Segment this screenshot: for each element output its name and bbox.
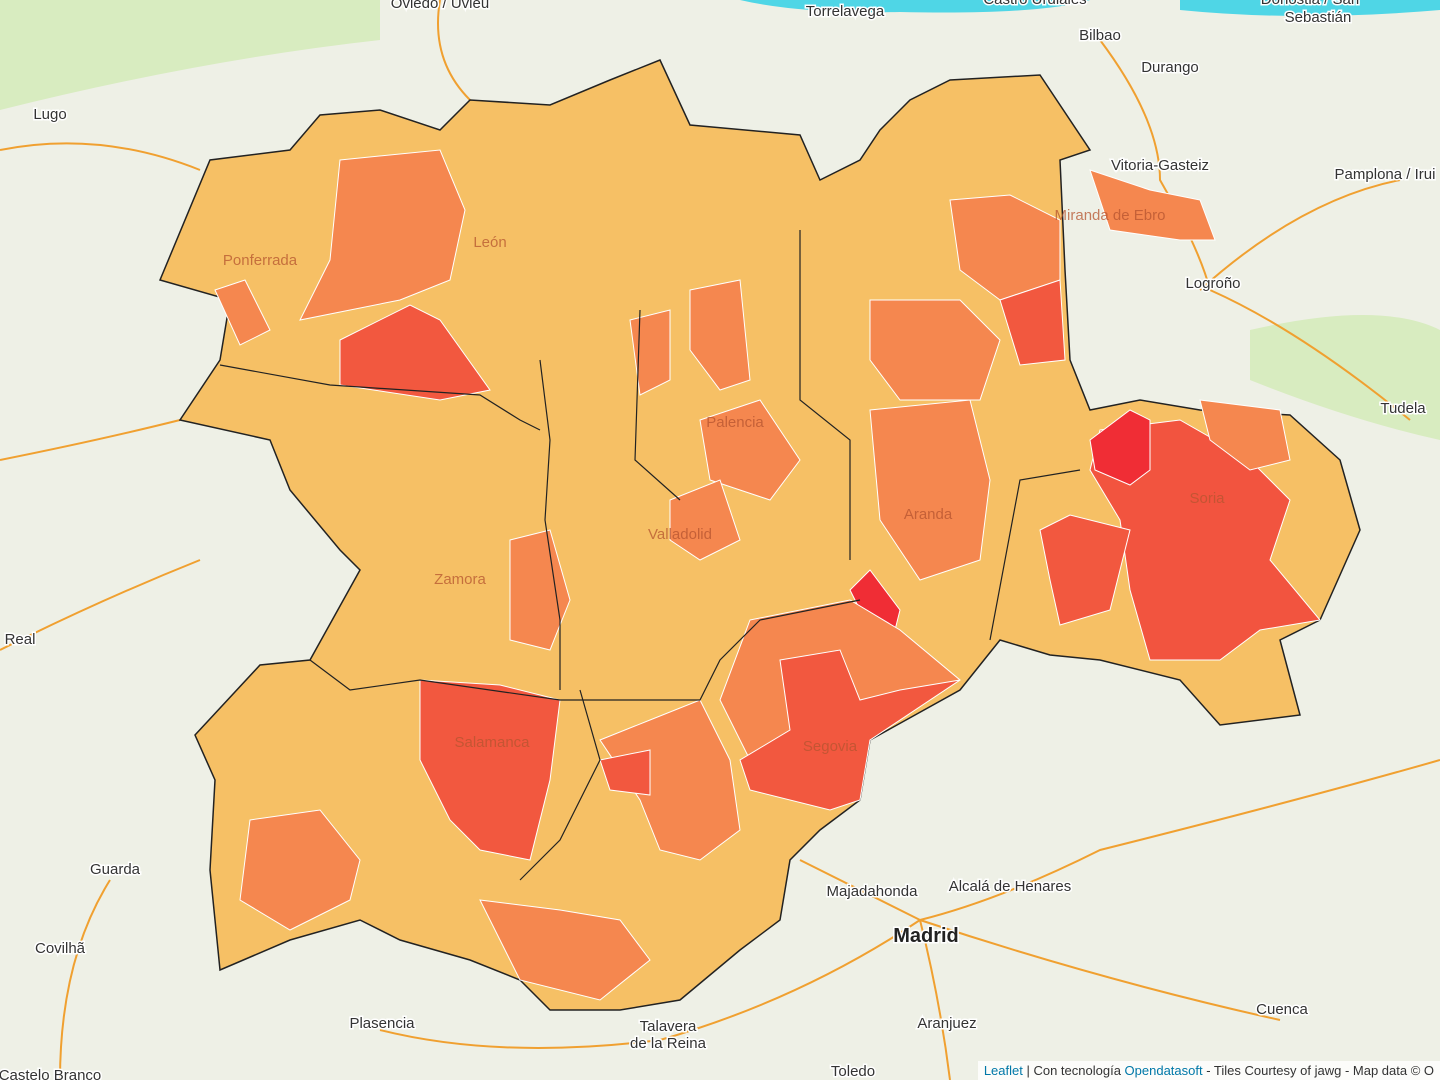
city-label: Guarda	[90, 861, 141, 878]
road	[919, 919, 1281, 1021]
city-label: Castelo Branco	[0, 1067, 101, 1080]
city-label: Pamplona / Irui	[1335, 166, 1436, 183]
city-label: Bilbao	[1079, 27, 1121, 44]
city-label: Aranda	[904, 506, 953, 523]
city-label: Majadahonda	[827, 883, 919, 900]
district	[699, 399, 801, 501]
district	[239, 809, 361, 931]
road	[919, 919, 951, 1080]
district	[999, 279, 1066, 366]
city-label: Vitoria-Gasteiz	[1111, 157, 1209, 174]
road	[379, 919, 921, 1049]
city-label: Miranda de Ebro	[1055, 207, 1166, 224]
city-label: Logroño	[1185, 275, 1240, 292]
city-label: Palencia	[706, 414, 764, 431]
opendatasoft-link[interactable]: Opendatasoft	[1124, 1063, 1203, 1078]
city-label: Segovia	[803, 738, 858, 755]
city-label: Donostia / San	[1261, 0, 1359, 8]
district	[689, 279, 751, 391]
province-borders	[219, 230, 1081, 881]
district	[419, 679, 561, 861]
city-label: Lugo	[33, 106, 66, 123]
city-label: Soria	[1189, 490, 1225, 507]
district	[669, 479, 741, 561]
city-label: Torrelavega	[806, 3, 885, 20]
road	[59, 879, 111, 1080]
attribution: Leaflet | Con tecnología Opendatasoft - …	[977, 1061, 1440, 1080]
district	[1089, 169, 1216, 241]
district	[479, 899, 651, 1001]
city-label: Cuenca	[1256, 1001, 1308, 1018]
city-label: Toledo	[831, 1063, 875, 1080]
district	[739, 649, 961, 811]
land	[1250, 315, 1440, 440]
road	[0, 419, 181, 461]
attribution-text: - Map data © O	[1341, 1063, 1434, 1078]
city-label: Madrid	[893, 925, 959, 947]
road	[799, 759, 1440, 922]
district	[299, 149, 466, 321]
city-label: Real	[5, 631, 36, 648]
city-label: Salamanca	[454, 734, 530, 751]
district	[599, 699, 741, 861]
city-label: Durango	[1141, 59, 1199, 76]
city-label: León	[473, 234, 506, 251]
district	[339, 304, 491, 401]
city-label: Tudela	[1380, 400, 1426, 417]
district	[869, 399, 991, 581]
district	[214, 279, 271, 346]
attribution-text: - Tiles Courtesy of jawg	[1202, 1063, 1342, 1078]
attribution-text: | Con tecnología	[1022, 1063, 1125, 1078]
city-label: Sebastián	[1285, 9, 1352, 26]
road	[0, 142, 201, 171]
road	[1199, 179, 1401, 291]
sea	[740, 0, 1090, 13]
district	[599, 749, 651, 796]
road	[437, 0, 471, 101]
district	[869, 299, 1001, 401]
districts	[214, 149, 1321, 1001]
city-label: Talavera	[640, 1018, 697, 1035]
city-label: Castro Urdiales	[983, 0, 1086, 8]
city-label: Zamora	[434, 571, 486, 588]
district	[1089, 409, 1151, 486]
land	[0, 0, 380, 110]
road	[1099, 39, 1411, 421]
sea	[1180, 0, 1440, 16]
road	[0, 559, 201, 651]
leaflet-link[interactable]: Leaflet	[983, 1063, 1023, 1078]
city-label: Valladolid	[648, 526, 712, 543]
city-label: Aranjuez	[917, 1015, 976, 1032]
city-label: Covilhã	[35, 940, 86, 957]
district	[1039, 514, 1131, 626]
district	[629, 309, 671, 396]
city-label: de la Reina	[630, 1035, 707, 1052]
city-label: Alcalá de Henares	[949, 878, 1072, 895]
city-label: Ponferrada	[223, 252, 298, 269]
district	[1199, 399, 1291, 471]
city-label: Oviedo / Uvieu	[391, 0, 489, 12]
city-label: Plasencia	[349, 1015, 415, 1032]
